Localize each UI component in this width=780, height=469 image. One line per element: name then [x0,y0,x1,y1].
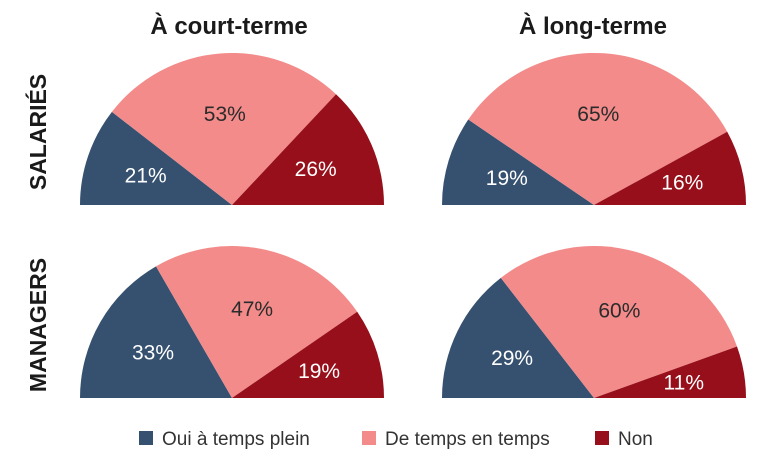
legend-label-sometimes: De temps en temps [385,429,550,450]
slice-managers-a-long-terme-oui-a-temps-plein [442,277,594,398]
slice-managers-a-court-terme-oui-a-temps-plein [80,266,232,398]
slice-salaries-a-court-terme-non [232,94,384,205]
slice-managers-a-court-terme-non [232,311,384,398]
slice-salaries-a-court-terme-oui-a-temps-plein [80,111,232,205]
column-title-long-term: À long-terme [519,12,667,40]
row-label-managers: MANAGERS [25,258,51,392]
legend: Oui à temps plein De temps en temps Non [139,429,653,450]
legend-label-non: Non [618,429,653,450]
slice-label-salaries-a-court-terme-non: 26% [295,158,337,181]
legend-swatch-non [595,431,609,445]
slice-label-managers-a-court-terme-de-temps-en-temps: 47% [231,298,273,321]
panels: 21% 53% 26% 19% 65% 16% 33% 47% 19% 29% 60% 11% [80,52,746,398]
slice-label-salaries-a-long-terme-de-temps-en-temps: 65% [577,103,619,126]
slice-salaries-a-court-terme-de-temps-en-temps [111,53,337,205]
slice-salaries-a-long-terme-non [594,131,746,205]
slice-label-managers-a-long-terme-de-temps-en-temps: 60% [598,299,640,322]
slice-label-managers-a-long-terme-oui-a-temps-plein: 29% [491,347,533,370]
slice-salaries-a-long-terme-oui-a-temps-plein [441,119,594,205]
slice-managers-a-long-terme-non [594,346,746,398]
slice-label-salaries-a-long-terme-non: 16% [661,171,703,194]
column-title-short-term: À court-terme [150,12,307,40]
slice-managers-a-court-terme-de-temps-en-temps [156,245,358,398]
slice-label-salaries-a-court-terme-de-temps-en-temps: 53% [204,103,246,126]
legend-label-full-time: Oui à temps plein [162,429,310,450]
legend-swatch-full-time [139,431,153,445]
slice-label-managers-a-court-terme-non: 19% [298,360,340,383]
slice-label-managers-a-long-terme-non: 11% [664,371,704,394]
legend-swatch-sometimes [362,431,376,445]
slice-label-managers-a-court-terme-oui-a-temps-plein: 33% [132,341,174,364]
slice-salaries-a-long-terme-de-temps-en-temps [468,52,728,205]
slice-managers-a-long-terme-de-temps-en-temps [500,246,738,398]
row-label-salaries: SALARIÉS [24,74,51,190]
slice-label-salaries-a-court-terme-oui-a-temps-plein: 21% [125,165,167,188]
slice-label-salaries-a-long-terme-oui-a-temps-plein: 19% [486,167,528,190]
